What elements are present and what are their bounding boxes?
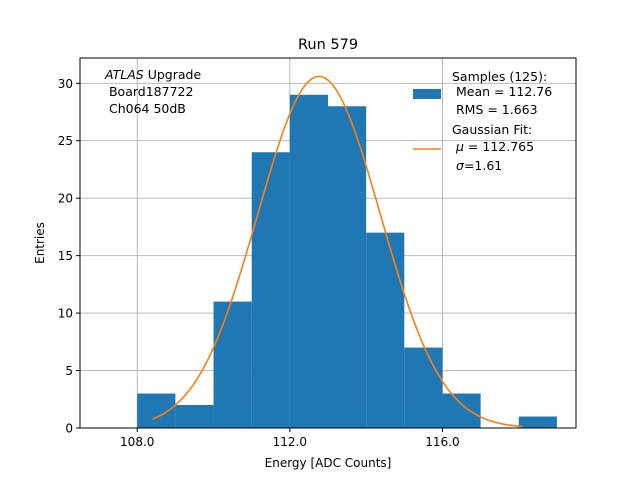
y-axis-label: Entries [33,222,47,264]
gaussian-fit [152,75,523,428]
legend-fit-title: Gaussian Fit: [452,122,532,137]
y-tick-label: 30 [58,77,73,91]
x-axis-label: Energy [ADC Counts] [265,456,392,470]
x-axis-ticks: 108.0 112.0 116.0 [120,428,460,449]
histogram-bar [213,301,252,428]
legend-fit-mu-symbol: μ [455,139,464,154]
legend-samples-title: Samples (125): [452,69,547,84]
histogram-bar [137,393,176,428]
histogram-bar [175,405,214,428]
legend-samples-mean: Mean = 112.76 [452,84,552,99]
y-tick-label: 25 [58,134,73,148]
y-tick-label: 15 [58,249,73,263]
y-tick-label: 0 [65,422,73,436]
annotation-atlas-label: ATLAS [104,67,144,82]
histogram-bar [518,416,557,428]
chart-title: Run 579 [298,37,358,53]
histogram-bar [289,94,328,428]
legend: Samples (125): Mean = 112.76 RMS = 1.663… [413,69,552,173]
atlas-annotation: ATLAS Upgrade Board187722 Ch064 50dB [104,67,201,116]
legend-fit-mu-value: = 112.765 [464,139,534,154]
histogram-bar [404,347,443,428]
legend-fit-sigma-symbol: σ [456,158,465,173]
fit-curve [152,75,523,428]
annotation-channel: Ch064 50dB [105,101,186,116]
y-tick-label: 5 [65,364,73,378]
legend-samples-rms: RMS = 1.663 [452,102,538,117]
x-tick-label: 116.0 [425,435,459,449]
x-tick-label: 108.0 [120,435,154,449]
histogram-bar [442,393,481,428]
annotation-board: Board187722 [105,84,193,99]
svg-text:μ = 112.765: μ = 112.765 [455,139,534,154]
histogram-bar [328,106,367,429]
legend-fit-sigma-value: =1.61 [464,158,502,173]
svg-text:σ=1.61: σ=1.61 [456,158,502,173]
y-axis-ticks: 0 5 10 15 20 25 30 [58,77,80,436]
plot-frame [79,57,577,429]
legend-samples-patch [413,89,441,99]
svg-text:ATLAS Upgrade: ATLAS Upgrade [104,67,201,82]
annotation-upgrade-label: Upgrade [144,67,202,82]
histogram-bar [366,232,405,428]
y-tick-label: 10 [58,307,73,321]
y-tick-label: 20 [58,192,73,206]
x-tick-label: 112.0 [273,435,307,449]
histogram-bar [251,152,290,428]
